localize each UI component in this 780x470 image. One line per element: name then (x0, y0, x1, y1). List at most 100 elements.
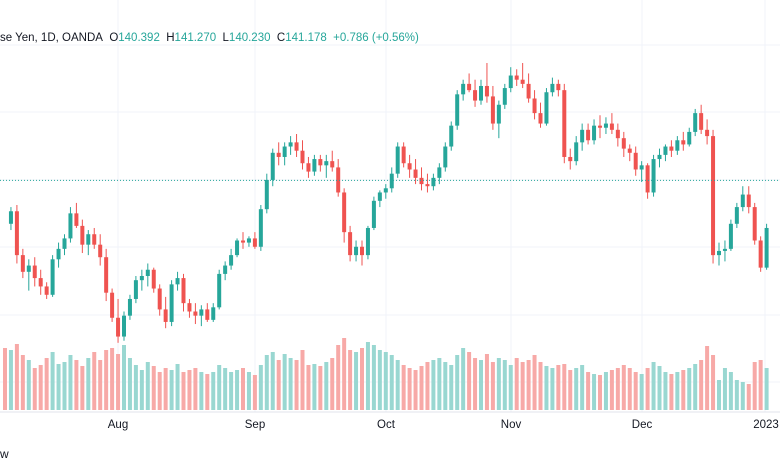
candle-body (592, 125, 597, 141)
volume-bar (26, 360, 31, 410)
volume-bar (681, 370, 686, 410)
volume-bar (449, 365, 454, 410)
candle-body (645, 165, 650, 193)
symbol-legend: se Yen, 1D, OANDA O140.392 H141.270 L140… (0, 32, 419, 44)
volume-bar (258, 365, 263, 410)
candle-body (550, 83, 555, 93)
volume-bar (44, 358, 49, 410)
candle-body (419, 177, 424, 185)
candle-body (270, 152, 275, 180)
volume-bar (407, 368, 412, 410)
low-label: L (222, 32, 229, 44)
candle-body (276, 152, 281, 157)
x-tick-label: Oct (377, 419, 396, 431)
open-value: 140.392 (118, 32, 160, 44)
candle-body (627, 148, 632, 153)
candle-body (580, 129, 585, 143)
candle-body (461, 83, 466, 95)
volume-bar (592, 374, 597, 410)
volume-bar (50, 352, 55, 410)
candle-body (252, 238, 257, 247)
x-tick-label: Dec (632, 419, 653, 431)
volume-bar (163, 368, 168, 410)
candle-body (574, 142, 579, 162)
candle-body (32, 265, 37, 279)
candle-body (473, 90, 478, 101)
candle-body (675, 140, 680, 151)
volume-bar (455, 355, 460, 410)
candle-body (74, 213, 79, 226)
volume-bar (377, 350, 382, 410)
volume-bars (3, 338, 769, 410)
volume-bar (550, 368, 555, 410)
candle-body (425, 184, 430, 187)
footer-text: w (0, 447, 9, 461)
candle-body (502, 88, 507, 105)
candle-body (413, 169, 418, 178)
candle-body (395, 146, 400, 174)
open-label: O (109, 32, 119, 44)
volume-bar (568, 370, 573, 410)
time-axis: Aug Sep Oct Nov Dec 2023 (108, 419, 779, 431)
volume-bar (133, 365, 138, 410)
volume-bar (425, 362, 430, 410)
candle-body (568, 156, 573, 162)
low-value: 140.230 (228, 32, 271, 44)
volume-bar (175, 364, 180, 410)
candle-body (193, 311, 198, 316)
candle-body (669, 146, 674, 151)
volume-bar (389, 355, 394, 410)
volume-bar (473, 358, 478, 410)
candle-body (449, 125, 454, 147)
high-label: H (166, 32, 175, 44)
volume-bar (276, 360, 281, 410)
volume-bar (306, 365, 311, 410)
candle-body (354, 246, 359, 256)
candle-body (544, 92, 549, 124)
candle-body (758, 240, 763, 268)
candle-body (687, 131, 692, 145)
volume-bar (354, 352, 359, 410)
volume-bar (32, 368, 37, 410)
volume-bar (687, 368, 692, 410)
volume-bar (193, 368, 198, 410)
candle-body (44, 286, 49, 295)
candle-body (752, 207, 757, 241)
candle-body (187, 303, 192, 312)
volume-bar (330, 358, 335, 410)
candle-body (455, 94, 460, 126)
volume-bar (181, 372, 186, 410)
candle-body (139, 276, 144, 281)
candle-body (562, 90, 567, 157)
volume-bar (229, 372, 234, 410)
volume-bar (669, 374, 674, 410)
volume-bar (586, 372, 591, 410)
volume-bar (705, 346, 710, 410)
candle-body (133, 280, 138, 299)
volume-bar (205, 374, 210, 410)
volume-bar (169, 370, 174, 410)
candle-body (199, 309, 204, 316)
x-tick-label: Sep (245, 419, 265, 431)
candle-body (288, 142, 293, 147)
volume-bar (365, 342, 370, 410)
candle-body (235, 240, 240, 256)
volume-bar (544, 366, 549, 410)
volume-bar (437, 358, 442, 410)
volume-bar (526, 360, 531, 410)
volume-bar (92, 352, 97, 410)
volume-bar (764, 368, 769, 410)
candle-body (490, 96, 495, 124)
candle-body (282, 146, 287, 157)
candle-body (734, 207, 739, 224)
volume-bar (657, 366, 662, 410)
candle-body (80, 225, 85, 245)
volume-bar (56, 364, 61, 410)
candle-body (26, 265, 31, 272)
volume-bar (157, 372, 162, 410)
volume-bar (14, 344, 19, 410)
volume-bar (145, 362, 150, 410)
candle-body (479, 85, 483, 101)
volume-bar (538, 362, 543, 410)
high-value: 141.270 (174, 32, 217, 44)
